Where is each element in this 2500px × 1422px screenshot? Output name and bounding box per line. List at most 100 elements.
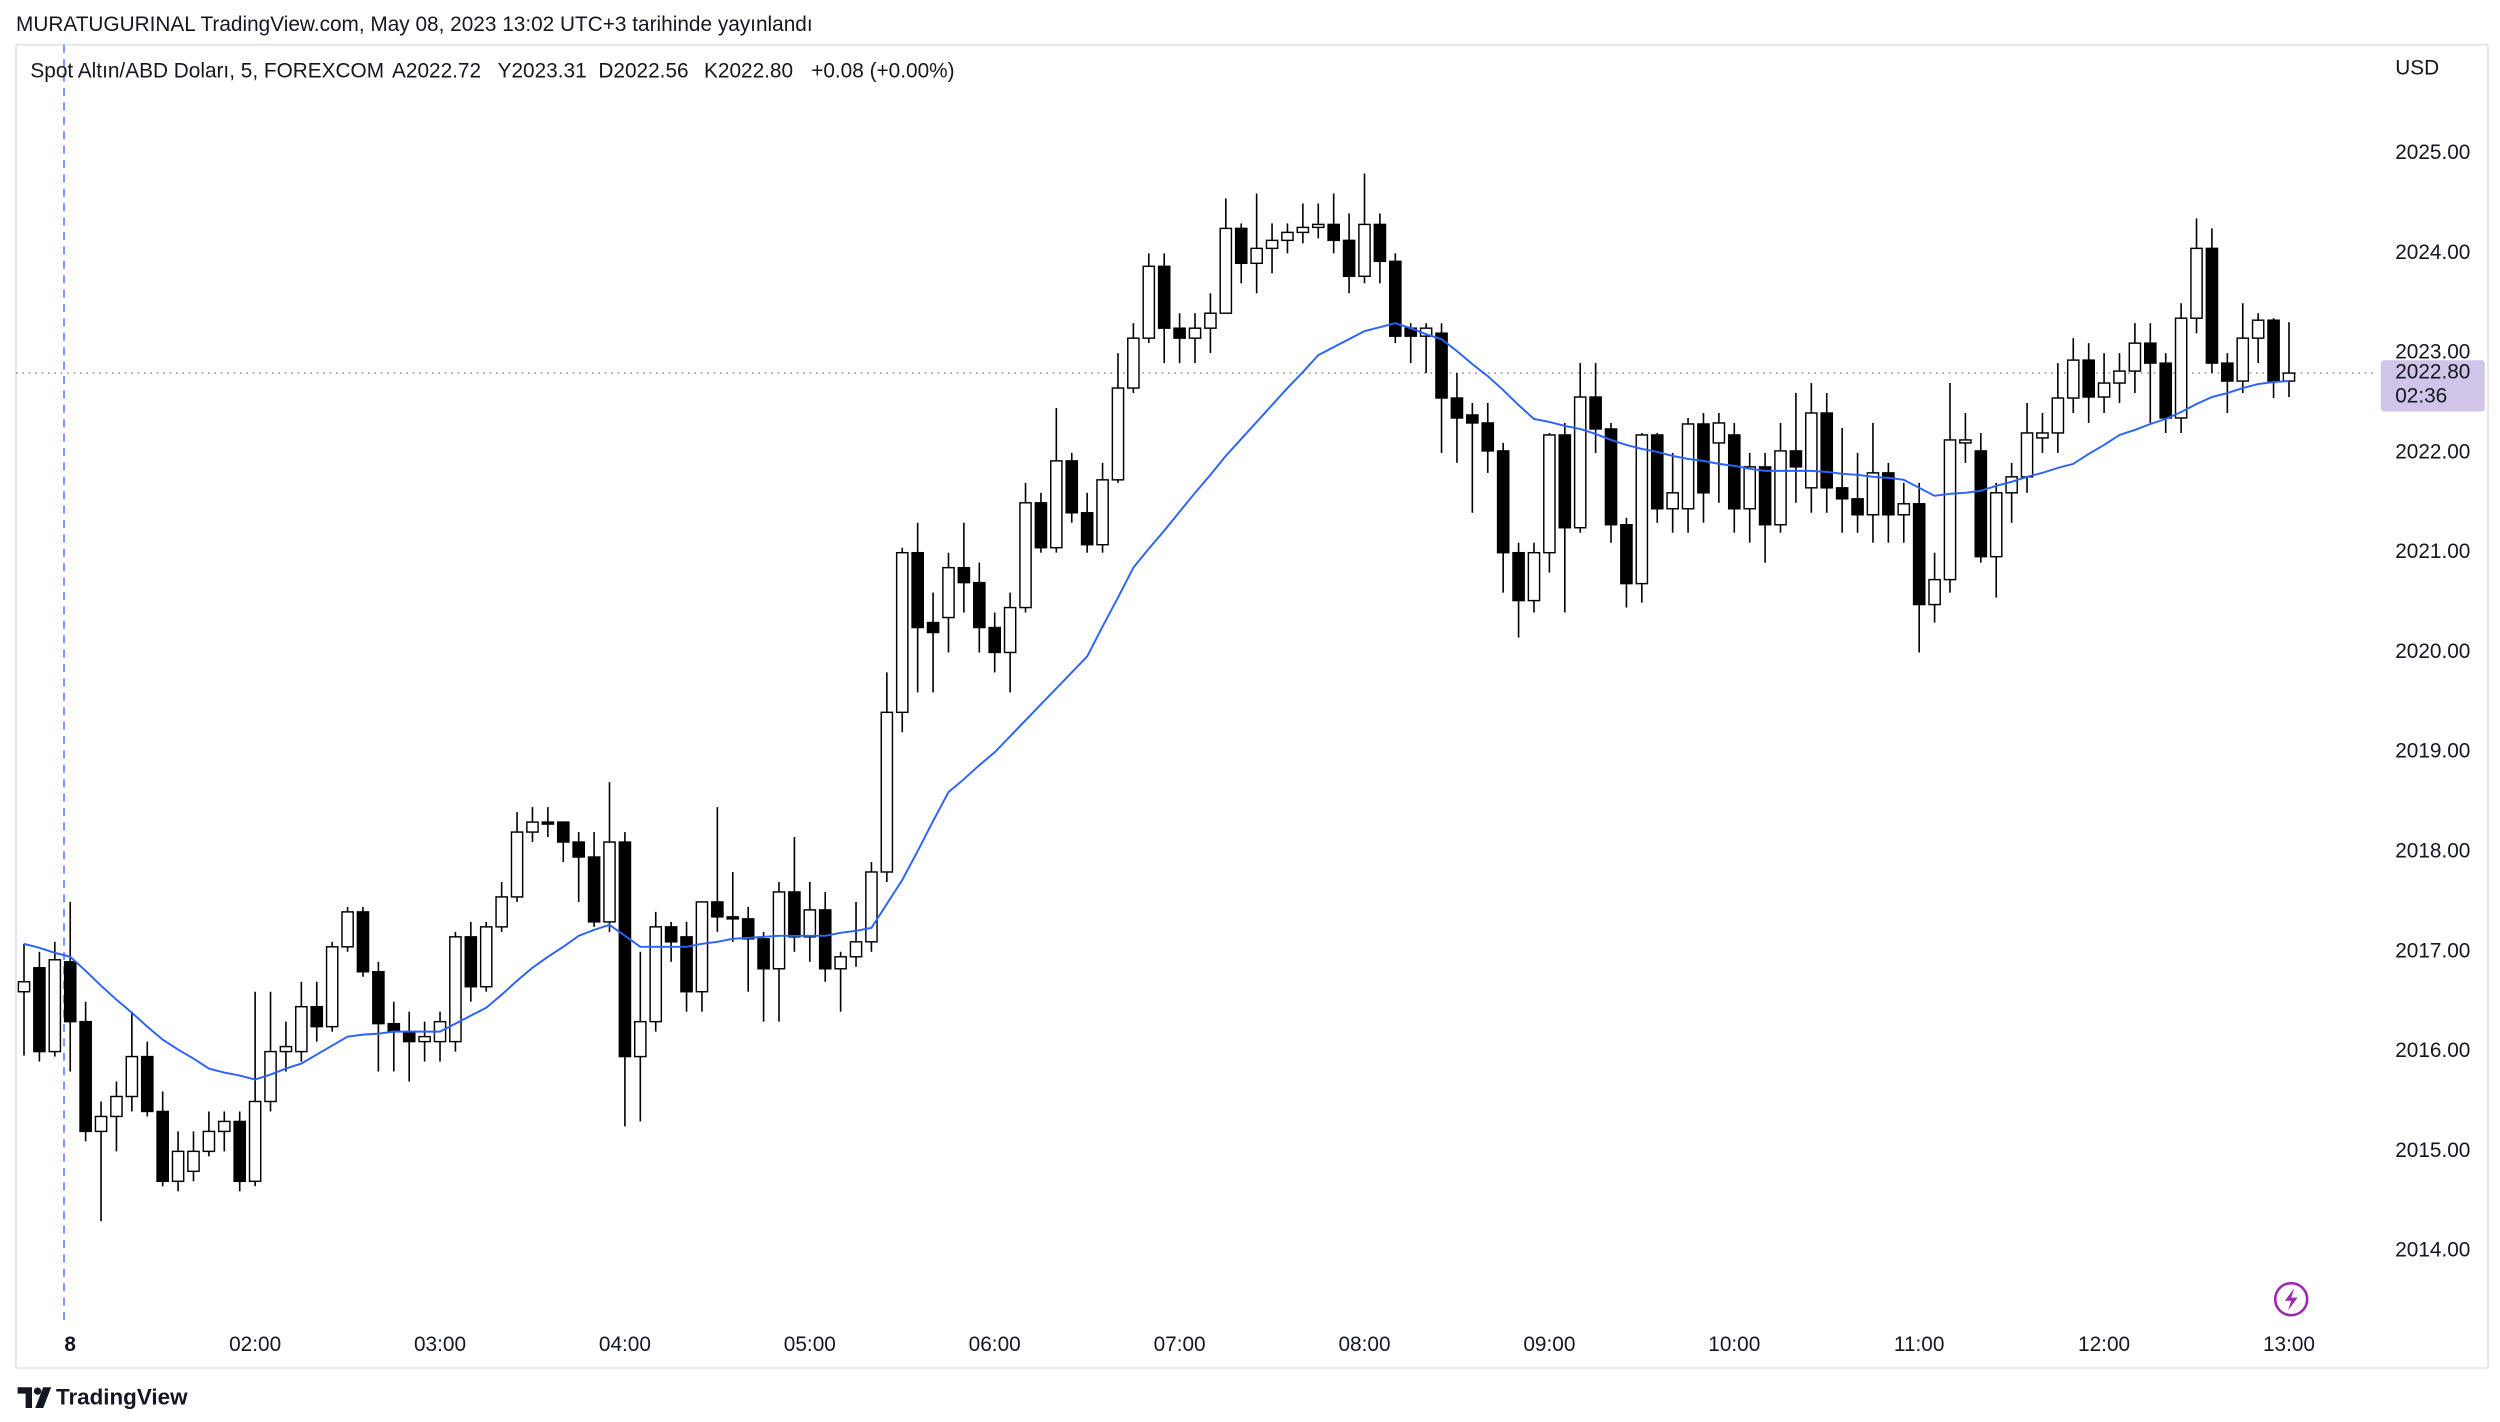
candle-body (48, 959, 62, 1053)
candle-body (834, 956, 847, 970)
candle-body (1743, 466, 1757, 510)
candle-body (1527, 551, 1541, 602)
candle-body (772, 891, 786, 970)
y-tick-label: 2023.00 (2395, 341, 2470, 364)
candle-body (2190, 247, 2203, 319)
candle-body (1912, 503, 1926, 606)
candle-body (1450, 397, 1464, 419)
candle-body (1558, 434, 1572, 529)
x-tick-label: 09:00 (1523, 1333, 1575, 1356)
candle-body (2267, 319, 2280, 382)
candle-body (1820, 412, 1834, 489)
candle-body (880, 711, 894, 873)
x-tick-label: 06:00 (969, 1333, 1021, 1356)
candle-body (2251, 319, 2265, 339)
candle-body (572, 841, 586, 858)
candle-body (1604, 428, 1618, 526)
candle-body (603, 841, 616, 923)
candle-body (1882, 472, 1895, 516)
candle-body (1204, 312, 1217, 329)
change-text: +0.08 (+0.00%) (811, 60, 954, 83)
candle-body (156, 1110, 169, 1183)
low-text: D2022.56 (598, 60, 688, 83)
brand-text: TradingView (56, 1384, 188, 1409)
candle-body (1758, 466, 1772, 526)
y-tick-label: 2015.00 (2395, 1139, 2470, 1162)
candle-body (1142, 265, 1156, 339)
candle-body (1712, 422, 1726, 444)
candle-body (1281, 231, 1294, 242)
icon-circle[interactable] (2273, 1281, 2309, 1317)
candle-body (310, 1005, 324, 1028)
candle-body (1666, 492, 1679, 510)
candle-body (1774, 450, 1787, 526)
candle-body (94, 1115, 108, 1133)
candle-body (1327, 223, 1340, 242)
moving-average (23, 322, 2290, 1081)
close-text: K2022.80 (704, 60, 793, 83)
candle-body (957, 566, 971, 584)
y-tick-label: 2014.00 (2395, 1239, 2470, 1262)
candle-body (33, 967, 46, 1053)
candle-body (1050, 460, 1063, 549)
candle-body (2113, 370, 2126, 384)
candle-body (972, 581, 986, 629)
candle-body (926, 621, 940, 634)
candle-body (865, 871, 878, 943)
candle-body (217, 1120, 231, 1133)
candle-body (1311, 223, 1325, 229)
candle-body (171, 1150, 185, 1183)
y-tick-label: 2017.00 (2395, 939, 2470, 962)
candle-body (1034, 502, 1048, 549)
replay-icon[interactable] (2273, 1281, 2309, 1317)
candle-body (2066, 359, 2080, 399)
candles (17, 173, 2296, 1222)
symbol-text: Spot Altın/ABD Doları, 5, FOREXCOM (30, 60, 384, 83)
candle-body (1851, 498, 1864, 516)
candle-body (1234, 227, 1248, 265)
y-tick-label: 2022.00 (2395, 440, 2470, 463)
candle-body (587, 856, 601, 923)
countdown-label: 02:36 (2395, 385, 2447, 408)
candle-body (1080, 512, 1094, 546)
x-tick-label: 12:00 (2078, 1333, 2130, 1356)
brand-logo-dot (33, 1387, 42, 1395)
candle-body (1866, 472, 1880, 516)
candle-body (1805, 412, 1818, 489)
candle-body (803, 909, 817, 938)
candle-body (988, 626, 1002, 654)
candle-body (1650, 434, 1664, 510)
candle-body (680, 936, 693, 993)
candle-body (526, 821, 539, 833)
candle-body (1959, 439, 1972, 444)
y-tick-label: 2019.00 (2395, 740, 2470, 763)
candle-body (356, 911, 370, 973)
candle-body (849, 941, 863, 958)
x-tick-label: 11:00 (1894, 1333, 1945, 1356)
candle-body (664, 926, 678, 943)
candle-body (1388, 260, 1402, 337)
y-tick-label: 2018.00 (2395, 840, 2470, 863)
candle-body (1496, 450, 1510, 554)
candle-body (1620, 524, 1633, 585)
x-tick-label: 8 (64, 1333, 76, 1356)
candle-body (741, 918, 755, 940)
y-tick-label: 2016.00 (2395, 1039, 2470, 1062)
candle-body (325, 946, 339, 1028)
candle-body (2205, 247, 2219, 364)
last-price-label: 2022.80 (2395, 361, 2470, 384)
y-tick-label: 2025.00 (2395, 141, 2470, 164)
candle-body (1943, 439, 1957, 581)
candle-body (248, 1100, 262, 1183)
y-tick-label: 2024.00 (2395, 241, 2470, 264)
candle-body (1358, 223, 1371, 278)
candle-body (63, 961, 77, 1023)
candle-body (1111, 387, 1125, 481)
candle-body (17, 981, 31, 993)
icon-bolt[interactable] (2284, 1288, 2298, 1311)
candle-body (295, 1005, 308, 1053)
last-price-box (2380, 360, 2485, 412)
legend: Spot Altın/ABD Doları, 5, FOREXCOM A2022… (30, 60, 954, 83)
candle-body (125, 1055, 139, 1098)
